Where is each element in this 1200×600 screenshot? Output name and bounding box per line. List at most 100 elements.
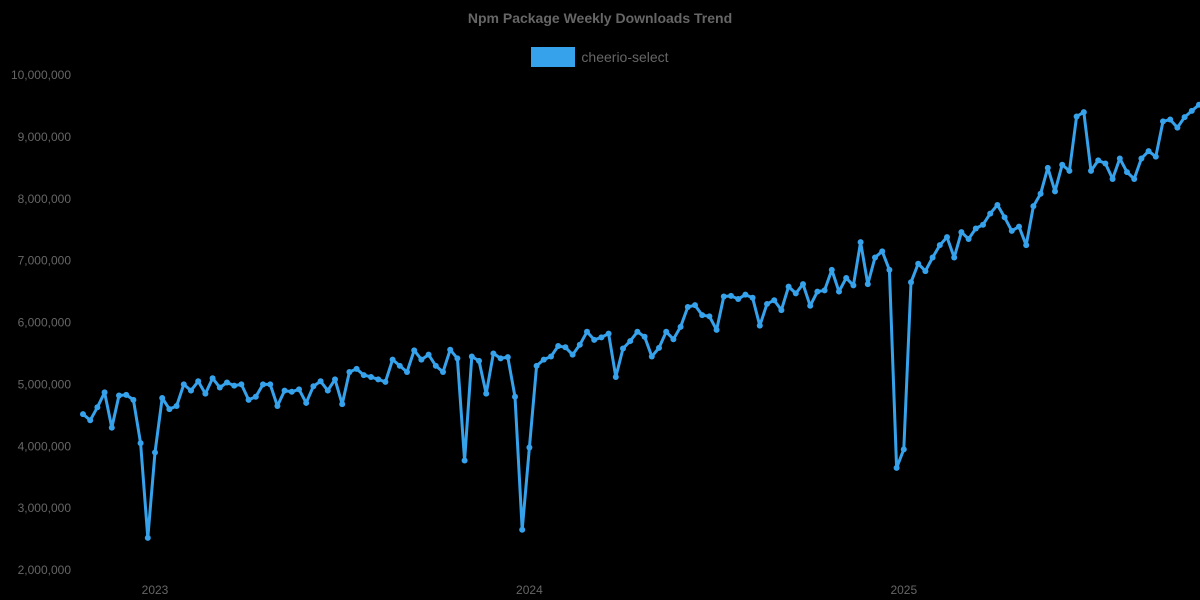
data-point[interactable] xyxy=(540,356,547,363)
data-point[interactable] xyxy=(987,210,994,217)
data-point[interactable] xyxy=(1052,188,1058,195)
data-point[interactable] xyxy=(792,290,799,297)
data-point[interactable] xyxy=(785,283,792,290)
data-point[interactable] xyxy=(152,449,158,456)
data-point[interactable] xyxy=(965,235,972,242)
data-point[interactable] xyxy=(612,373,619,380)
data-point[interactable] xyxy=(850,282,857,289)
data-point[interactable] xyxy=(879,248,886,255)
data-point[interactable] xyxy=(166,406,173,413)
data-point[interactable] xyxy=(922,268,929,275)
data-point[interactable] xyxy=(1174,124,1181,131)
data-point[interactable] xyxy=(274,403,281,410)
data-point[interactable] xyxy=(915,260,922,267)
data-point[interactable] xyxy=(1145,148,1152,155)
data-point[interactable] xyxy=(80,411,86,418)
data-point[interactable] xyxy=(490,350,497,357)
data-point[interactable] xyxy=(353,365,360,372)
data-point[interactable] xyxy=(432,362,439,369)
data-point[interactable] xyxy=(764,300,770,307)
data-point[interactable] xyxy=(713,326,720,333)
data-point[interactable] xyxy=(893,464,900,471)
data-point[interactable] xyxy=(195,378,202,385)
data-point[interactable] xyxy=(929,254,936,261)
data-point[interactable] xyxy=(994,201,1001,208)
data-point[interactable] xyxy=(454,355,461,362)
data-point[interactable] xyxy=(972,225,979,232)
data-point[interactable] xyxy=(569,351,576,358)
data-point[interactable] xyxy=(1188,107,1195,114)
data-point[interactable] xyxy=(958,229,965,236)
data-point[interactable] xyxy=(310,383,317,390)
data-point[interactable] xyxy=(504,354,511,361)
data-point[interactable] xyxy=(1080,109,1087,116)
data-point[interactable] xyxy=(562,344,569,351)
data-point[interactable] xyxy=(1023,242,1030,249)
data-point[interactable] xyxy=(692,302,698,309)
data-point[interactable] xyxy=(1131,175,1138,182)
data-point[interactable] xyxy=(872,254,878,261)
data-point[interactable] xyxy=(1030,203,1037,210)
data-point[interactable] xyxy=(483,390,490,397)
data-point[interactable] xyxy=(1109,175,1116,182)
data-point[interactable] xyxy=(231,382,238,389)
data-point[interactable] xyxy=(101,389,108,396)
data-point[interactable] xyxy=(1124,169,1130,176)
data-point[interactable] xyxy=(497,355,504,362)
data-point[interactable] xyxy=(821,287,828,294)
data-point[interactable] xyxy=(778,307,785,314)
data-point[interactable] xyxy=(720,293,727,300)
data-point[interactable] xyxy=(706,313,713,320)
data-point[interactable] xyxy=(1116,155,1123,162)
data-point[interactable] xyxy=(332,376,338,383)
data-point[interactable] xyxy=(94,404,101,411)
data-point[interactable] xyxy=(1181,114,1188,121)
data-point[interactable] xyxy=(440,369,446,375)
data-point[interactable] xyxy=(1102,160,1109,167)
data-point[interactable] xyxy=(396,362,403,369)
data-point[interactable] xyxy=(591,336,598,343)
data-point[interactable] xyxy=(468,353,475,360)
data-point[interactable] xyxy=(346,369,353,375)
data-point[interactable] xyxy=(699,312,706,319)
data-point[interactable] xyxy=(1160,118,1166,125)
data-point[interactable] xyxy=(900,446,907,453)
data-point[interactable] xyxy=(742,291,749,298)
data-point[interactable] xyxy=(108,424,115,431)
data-point[interactable] xyxy=(382,378,389,385)
data-point[interactable] xyxy=(116,392,122,399)
data-point[interactable] xyxy=(173,403,180,410)
data-point[interactable] xyxy=(303,399,310,406)
legend-label[interactable]: cheerio-select xyxy=(581,49,669,65)
data-point[interactable] xyxy=(677,323,684,330)
data-point[interactable] xyxy=(634,328,641,335)
data-point[interactable] xyxy=(180,381,187,388)
data-point[interactable] xyxy=(980,221,986,228)
data-point[interactable] xyxy=(1008,227,1015,234)
data-point[interactable] xyxy=(389,356,396,363)
data-point[interactable] xyxy=(548,353,554,360)
data-point[interactable] xyxy=(1095,157,1102,164)
data-point[interactable] xyxy=(627,338,634,345)
data-point[interactable] xyxy=(605,330,612,337)
data-point[interactable] xyxy=(87,417,94,424)
data-point[interactable] xyxy=(267,381,274,388)
data-point[interactable] xyxy=(224,379,230,386)
data-point[interactable] xyxy=(144,534,151,541)
data-point[interactable] xyxy=(339,401,346,408)
data-point[interactable] xyxy=(641,333,648,340)
data-point[interactable] xyxy=(411,347,418,354)
data-point[interactable] xyxy=(317,378,324,385)
data-point[interactable] xyxy=(1001,214,1008,221)
data-point[interactable] xyxy=(814,288,821,295)
legend-swatch[interactable] xyxy=(531,47,576,67)
data-point[interactable] xyxy=(425,351,432,358)
data-point[interactable] xyxy=(735,295,742,302)
data-point[interactable] xyxy=(159,394,166,401)
data-point[interactable] xyxy=(281,387,288,394)
data-point[interactable] xyxy=(807,302,814,309)
data-point[interactable] xyxy=(1066,167,1073,174)
data-point[interactable] xyxy=(1196,101,1200,108)
data-point[interactable] xyxy=(130,396,137,403)
data-point[interactable] xyxy=(512,393,518,400)
